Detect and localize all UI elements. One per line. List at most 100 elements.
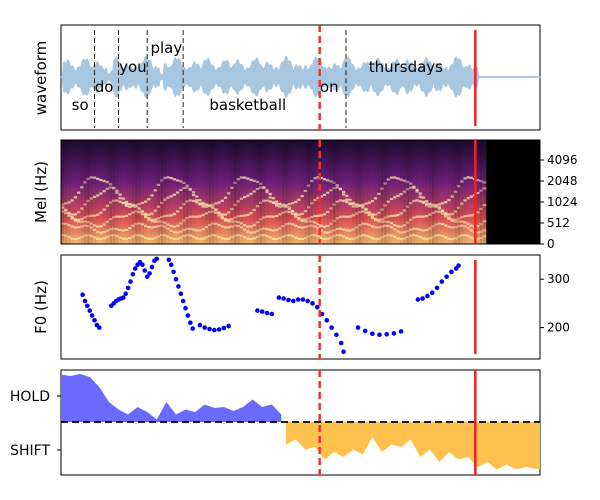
mel-harmonic — [351, 201, 356, 204]
f0-point — [202, 325, 207, 330]
mel-harmonic — [252, 231, 257, 234]
mel-harmonic — [77, 220, 81, 223]
mel-harmonic — [64, 209, 68, 212]
mel-harmonic — [412, 185, 417, 188]
f0-point — [255, 308, 260, 313]
mel-column — [217, 140, 222, 244]
mel-harmonic — [144, 215, 148, 219]
mel-harmonic — [393, 228, 397, 231]
mel-harmonic — [351, 203, 356, 206]
mel-harmonic — [83, 203, 88, 206]
f0-point — [125, 285, 131, 291]
mel-column — [131, 140, 136, 244]
mel-harmonic — [466, 197, 471, 200]
mel-harmonic — [421, 229, 426, 232]
mel-column — [373, 140, 378, 244]
mel-harmonic — [287, 206, 292, 209]
mel-harmonic — [370, 213, 375, 216]
mel-harmonic — [99, 192, 104, 195]
f0-point — [334, 332, 339, 338]
mel-harmonic — [67, 236, 72, 239]
mel-harmonic — [211, 234, 215, 237]
mel-harmonic — [466, 235, 471, 238]
mel-harmonic — [217, 223, 222, 227]
f0-point — [310, 301, 315, 306]
mel-harmonic — [370, 200, 375, 203]
mel-harmonic — [163, 234, 167, 237]
mel-harmonic — [425, 202, 429, 205]
mel-harmonic — [380, 218, 385, 221]
mel-harmonic — [227, 192, 231, 195]
mel-harmonic — [300, 220, 305, 223]
mel-tick-label: 2048 — [547, 174, 578, 188]
mel-harmonic — [163, 214, 167, 218]
mel-harmonic — [431, 204, 436, 207]
mel-harmonic — [105, 204, 110, 207]
mel-harmonic — [364, 202, 369, 205]
f0-panel: 200 300 F0 (Hz) — [32, 254, 570, 360]
mel-harmonic — [271, 229, 276, 232]
mel-harmonic — [92, 214, 97, 217]
mel-harmonic — [428, 202, 432, 205]
mel-harmonic — [297, 218, 302, 221]
mel-harmonic — [434, 210, 439, 213]
mel-harmonic — [249, 212, 254, 215]
mel-column — [124, 140, 129, 244]
mel-harmonic — [316, 223, 321, 226]
mel-harmonic — [246, 194, 250, 197]
mel-harmonic — [70, 217, 75, 220]
mel-harmonic — [316, 214, 321, 217]
mel-column — [479, 140, 484, 244]
mel-harmonic — [172, 225, 177, 228]
mel-harmonic — [444, 201, 448, 204]
f0-point — [281, 296, 287, 301]
mel-column — [463, 140, 468, 244]
mel-harmonic — [121, 197, 126, 200]
mel-harmonic — [89, 176, 94, 179]
mel-column — [412, 140, 417, 244]
mel-harmonic — [415, 234, 420, 237]
mel-harmonic — [335, 227, 340, 231]
mel-harmonic — [73, 226, 78, 229]
mel-harmonic — [195, 201, 199, 204]
mel-harmonic — [121, 237, 126, 240]
mel-harmonic — [303, 210, 308, 213]
f0-point — [384, 332, 390, 337]
mel-harmonic — [361, 206, 365, 209]
mel-harmonic — [335, 184, 340, 187]
mel-harmonic — [150, 220, 155, 223]
mel-harmonic — [156, 220, 161, 223]
mel-harmonic — [313, 234, 318, 237]
mel-harmonic — [373, 197, 378, 200]
mel-harmonic — [479, 236, 484, 240]
f0-point — [185, 313, 191, 318]
mel-harmonic — [290, 212, 295, 215]
mel-column — [322, 140, 327, 244]
mel-harmonic — [131, 235, 136, 238]
mel-harmonic — [396, 225, 401, 228]
mel-column — [249, 140, 254, 244]
mel-harmonic — [275, 238, 279, 241]
mel-harmonic — [434, 223, 439, 226]
mel-harmonic — [380, 208, 385, 211]
mel-harmonic — [313, 198, 318, 202]
mel-harmonic — [476, 231, 480, 234]
mel-harmonic — [239, 214, 244, 217]
mel-harmonic — [220, 225, 225, 228]
mel-harmonic — [415, 215, 420, 218]
mel-harmonic — [243, 176, 247, 179]
mel-harmonic — [182, 203, 187, 206]
word-label: you — [119, 58, 147, 76]
mel-harmonic — [402, 209, 407, 212]
mel-harmonic — [453, 210, 458, 213]
mel-harmonic — [437, 222, 442, 225]
mel-harmonic — [214, 234, 219, 237]
mel-harmonic — [319, 229, 324, 232]
mel-column — [275, 140, 279, 244]
mel-harmonic — [421, 215, 426, 218]
mel-harmonic — [86, 199, 91, 202]
mel-harmonic — [230, 217, 234, 221]
mel-column — [64, 140, 68, 244]
mel-harmonic — [441, 234, 445, 237]
mel-harmonic — [275, 200, 279, 203]
